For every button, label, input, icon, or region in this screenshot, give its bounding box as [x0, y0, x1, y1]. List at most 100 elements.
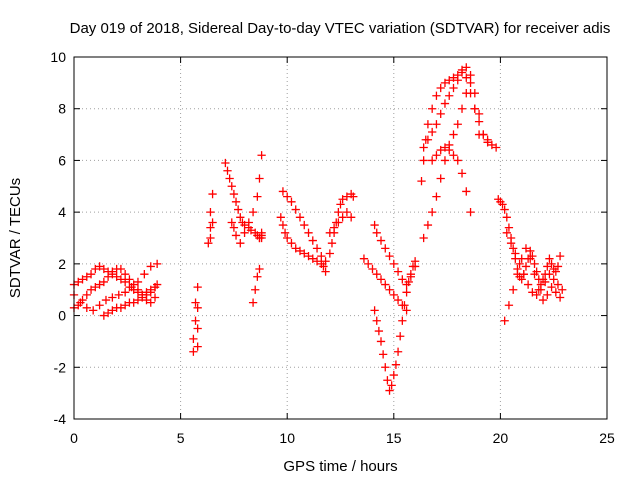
data-point — [389, 370, 398, 380]
data-point — [376, 236, 386, 245]
data-point — [549, 275, 558, 284]
data-point — [393, 347, 403, 356]
data-point — [312, 257, 322, 266]
data-point — [449, 151, 458, 160]
data-point — [82, 303, 91, 312]
data-point — [125, 275, 134, 284]
data-point — [251, 285, 260, 294]
data-point — [547, 282, 556, 292]
data-point — [189, 347, 198, 356]
data-point — [121, 288, 130, 297]
data-point — [519, 270, 529, 279]
grid-layer — [74, 57, 607, 419]
data-point — [204, 239, 213, 248]
data-point — [393, 295, 403, 305]
data-point — [317, 251, 326, 261]
data-point — [291, 244, 300, 253]
data-point — [234, 205, 243, 214]
data-point — [428, 156, 437, 165]
data-point — [229, 223, 239, 232]
data-point — [244, 218, 253, 227]
data-point — [99, 311, 108, 320]
data-point — [291, 205, 300, 214]
data-point — [398, 275, 407, 284]
data-point — [440, 143, 450, 152]
data-point — [327, 239, 337, 248]
y-tick-label: 0 — [58, 308, 66, 324]
data-point — [95, 262, 104, 271]
data-point — [78, 275, 87, 284]
data-point — [530, 259, 539, 269]
data-layer — [69, 63, 567, 395]
data-point — [300, 220, 309, 230]
data-point — [76, 298, 85, 307]
data-point — [236, 239, 245, 248]
data-point — [376, 337, 386, 346]
data-point — [509, 285, 518, 294]
data-point — [227, 182, 236, 191]
data-point — [229, 189, 239, 199]
data-point — [483, 138, 492, 147]
data-point — [300, 249, 309, 258]
data-point — [146, 262, 155, 271]
data-point — [225, 174, 234, 183]
data-point — [223, 166, 232, 175]
data-point — [381, 280, 390, 289]
data-point — [453, 156, 462, 165]
y-tick-label: 4 — [58, 204, 66, 220]
data-point — [325, 228, 334, 237]
data-point — [545, 270, 554, 279]
data-point — [406, 272, 416, 281]
data-point — [462, 73, 471, 82]
data-point — [530, 270, 539, 279]
data-point — [280, 228, 290, 237]
data-point — [82, 272, 91, 281]
data-point — [387, 381, 396, 390]
data-point — [449, 73, 458, 82]
data-point — [248, 298, 258, 307]
y-tick-label: 2 — [58, 256, 66, 272]
data-point — [368, 264, 377, 274]
data-point — [445, 76, 454, 85]
data-point — [385, 251, 394, 261]
data-point — [276, 213, 285, 222]
data-point — [255, 174, 264, 183]
data-point — [462, 187, 471, 196]
data-point — [500, 205, 509, 214]
data-point — [325, 249, 334, 258]
data-point — [140, 270, 149, 279]
data-point — [402, 306, 411, 315]
data-point — [504, 223, 514, 232]
data-point — [336, 200, 345, 209]
data-point — [487, 140, 497, 150]
data-point — [95, 280, 104, 289]
data-point — [398, 316, 407, 325]
data-point — [133, 285, 143, 294]
data-point — [227, 218, 236, 227]
x-tick-label: 10 — [279, 430, 295, 446]
data-point — [553, 280, 563, 289]
data-point — [504, 301, 514, 310]
data-point — [436, 83, 445, 93]
data-point — [206, 233, 215, 243]
data-point — [470, 104, 479, 113]
data-point — [491, 143, 501, 152]
data-point — [121, 301, 130, 310]
data-point — [372, 270, 381, 279]
data-point — [108, 306, 117, 315]
data-point — [329, 223, 339, 232]
data-point — [372, 316, 381, 325]
data-point — [553, 262, 563, 271]
data-point — [432, 120, 441, 129]
data-point — [474, 109, 484, 119]
data-point — [526, 246, 535, 256]
data-point — [402, 280, 411, 289]
data-point — [189, 334, 198, 343]
data-point — [347, 213, 356, 222]
data-point — [402, 288, 411, 297]
x-tick-label: 15 — [386, 430, 402, 446]
data-point — [133, 295, 143, 305]
y-tick-label: -4 — [54, 411, 67, 427]
data-point — [432, 192, 441, 201]
